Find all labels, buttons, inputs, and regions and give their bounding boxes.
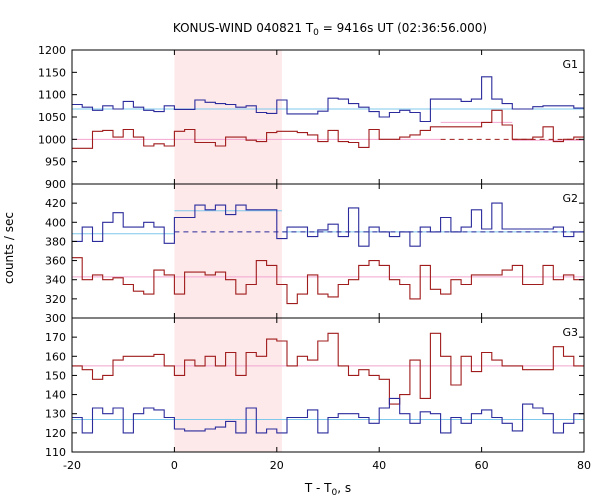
- x-tick-label: 80: [577, 459, 591, 472]
- panel-g2-frame: [71, 183, 585, 319]
- panel-g3-ytick-label: 110: [45, 446, 66, 459]
- panel-g1-series-blue: [72, 76, 584, 123]
- x-axis-label: T - T0, s: [304, 481, 351, 498]
- panel-g1-ytick-label: 1050: [38, 111, 66, 124]
- chart-title-main: KONUS-WIND 040821 T: [173, 21, 314, 35]
- panel-g3-ytick-label: 150: [45, 369, 66, 382]
- panel-g2-ytick-label: 340: [45, 274, 66, 287]
- x-axis-label-main: T - T: [304, 481, 332, 495]
- panel-g3-ytick-label: 120: [45, 427, 66, 440]
- panel-g3-ytick-label: 170: [45, 331, 66, 344]
- x-tick-label: 0: [171, 459, 178, 472]
- panel-g3-series-blue: [72, 397, 584, 434]
- panel-g1-ytick-label: 950: [45, 156, 66, 169]
- panel-g3-ytick-label: 160: [45, 350, 66, 363]
- x-axis-label-rest: , s: [337, 481, 351, 495]
- panel-g3-ytick-label: 130: [45, 408, 66, 421]
- plot-area: 90095010001050110011501200G1300320340360…: [38, 44, 591, 472]
- panel-g1-ytick-label: 1000: [38, 133, 66, 146]
- x-tick-label: -20: [63, 459, 81, 472]
- panel-g1-ytick-label: 1100: [38, 89, 66, 102]
- panel-g3-series-dark-red: [72, 332, 584, 405]
- panel-g1-label: G1: [562, 58, 578, 71]
- x-tick-label: 60: [475, 459, 489, 472]
- chart-title-rest: = 9416s UT (02:36:56.000): [319, 21, 487, 35]
- panel-g2-label: G2: [562, 192, 578, 205]
- panel-g2-series-blue: [72, 202, 584, 247]
- panel-g1-ytick-label: 1150: [38, 66, 66, 79]
- chart-title-subscript: 0: [313, 28, 319, 38]
- panel-g1-ytick-label: 900: [45, 178, 66, 191]
- panel-g2-ytick-label: 300: [45, 312, 66, 325]
- panel-g2-series-dark-red: [72, 257, 584, 305]
- x-tick-label: 20: [270, 459, 284, 472]
- x-axis-label-subscript: 0: [332, 488, 338, 498]
- panel-g1-series-dark-red: [72, 109, 584, 149]
- panel-g2-ytick-label: 380: [45, 235, 66, 248]
- panel-g2-ytick-label: 400: [45, 216, 66, 229]
- chart-title: KONUS-WIND 040821 T0 = 9416s UT (02:36:5…: [173, 21, 487, 38]
- x-tick-label: 40: [372, 459, 386, 472]
- panel-g3-ytick-label: 140: [45, 389, 66, 402]
- panel-g2-ytick-label: 320: [45, 293, 66, 306]
- shaded-interval: [174, 50, 282, 452]
- panel-g1-ytick-label: 1200: [38, 44, 66, 57]
- panel-g2-ytick-label: 420: [45, 197, 66, 210]
- panel-g2-ytick-label: 360: [45, 255, 66, 268]
- panel-g3-frame: [71, 317, 585, 453]
- panel-g3-label: G3: [562, 326, 578, 339]
- panel-g1-frame: [71, 49, 585, 185]
- y-axis-label: counts / sec: [2, 212, 16, 284]
